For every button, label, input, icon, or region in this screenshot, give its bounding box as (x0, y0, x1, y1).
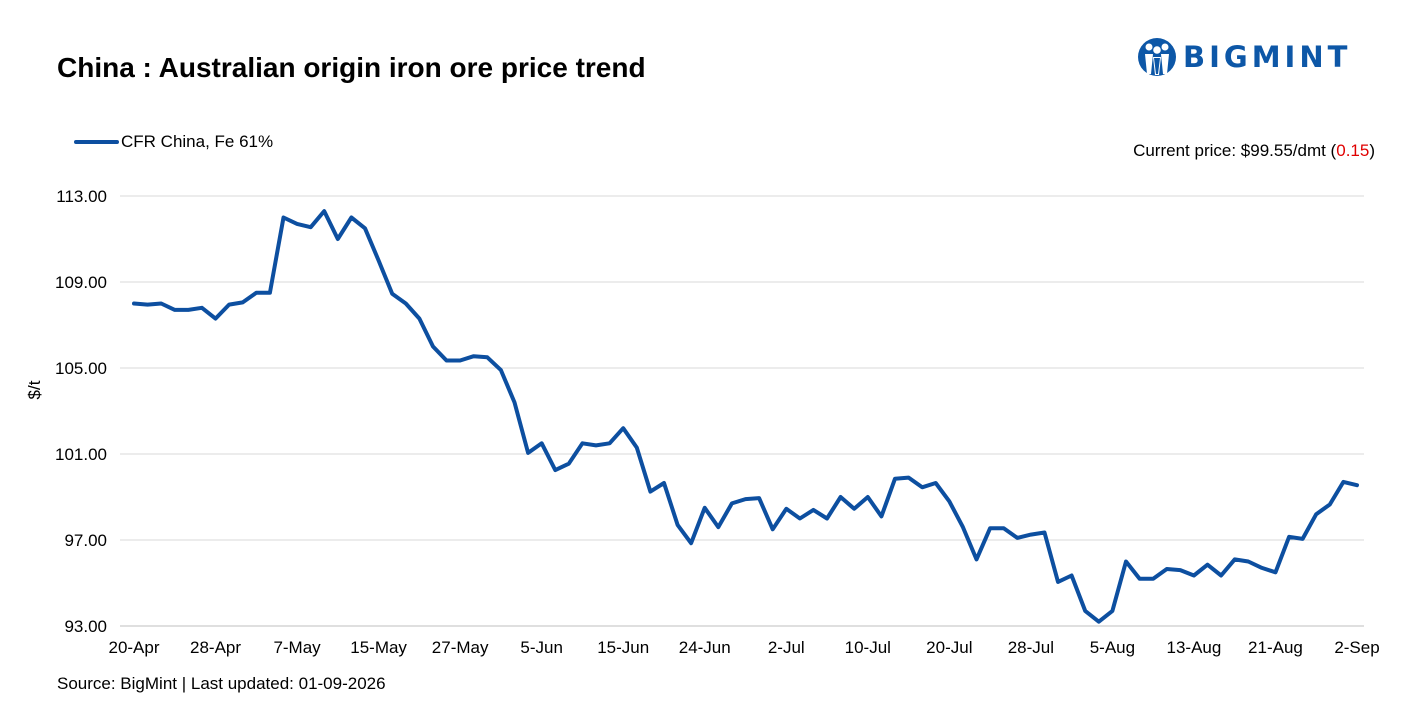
current-price-suffix: ) (1369, 141, 1375, 160)
x-tick-label: 15-May (350, 638, 407, 657)
x-tick-label: 15-Jun (597, 638, 649, 657)
series-line-cfr-china (132, 209, 1359, 624)
x-tick-label: 10-Jul (845, 638, 891, 657)
x-tick-label: 7-May (273, 638, 321, 657)
x-tick-label: 21-Aug (1248, 638, 1303, 657)
x-tick-label: 20-Apr (108, 638, 159, 657)
y-tick-labels: 113.00 109.00 105.00 101.00 97.00 93.00 (55, 187, 107, 636)
y-tick-label: 113.00 (56, 187, 107, 206)
legend-label: CFR China, Fe 61% (121, 132, 274, 151)
legend-swatch (74, 140, 119, 144)
chart-legend: CFR China, Fe 61% (74, 132, 273, 152)
current-price-prefix: Current price: $99.55/dmt ( (1133, 141, 1337, 160)
y-tick-label: 93.00 (64, 617, 107, 636)
x-tick-label: 5-Aug (1090, 638, 1135, 657)
y-tick-label: 105.00 (55, 359, 107, 378)
grid-lines (120, 195, 1364, 627)
x-tick-label: 2-Jul (768, 638, 805, 657)
x-tick-label: 20-Jul (926, 638, 972, 657)
y-tick-label: 109.00 (55, 273, 107, 292)
x-tick-label: 28-Apr (190, 638, 241, 657)
current-price-change: 0.15 (1336, 141, 1370, 160)
x-tick-label: 28-Jul (1008, 638, 1054, 657)
x-tick-labels: 20-Apr 28-Apr 7-May 15-May 27-May 5-Jun 15-Jun… (108, 638, 1379, 657)
x-tick-label: 24-Jun (679, 638, 731, 657)
x-tick-label: 2-Sep (1334, 638, 1379, 657)
chart-title: China : Australian origin iron ore price… (57, 52, 646, 83)
bigmint-logo: BIGMINT (1137, 34, 1351, 80)
y-tick-label: 97.00 (64, 531, 107, 550)
x-tick-label: 13-Aug (1167, 638, 1222, 657)
x-tick-label: 27-May (432, 638, 489, 657)
current-price: Current price: $99.55/dmt (0.15) (1133, 141, 1375, 161)
source-note: Source: BigMint | Last updated: 01-09-20… (57, 674, 386, 693)
y-axis-label: $/t (25, 380, 44, 399)
series-layer (132, 209, 1359, 624)
logo-text: BIGMINT (1183, 40, 1352, 74)
x-tick-label: 5-Jun (520, 638, 563, 657)
bigmint-logo-icon (1138, 38, 1176, 76)
y-tick-label: 101.00 (55, 445, 107, 464)
